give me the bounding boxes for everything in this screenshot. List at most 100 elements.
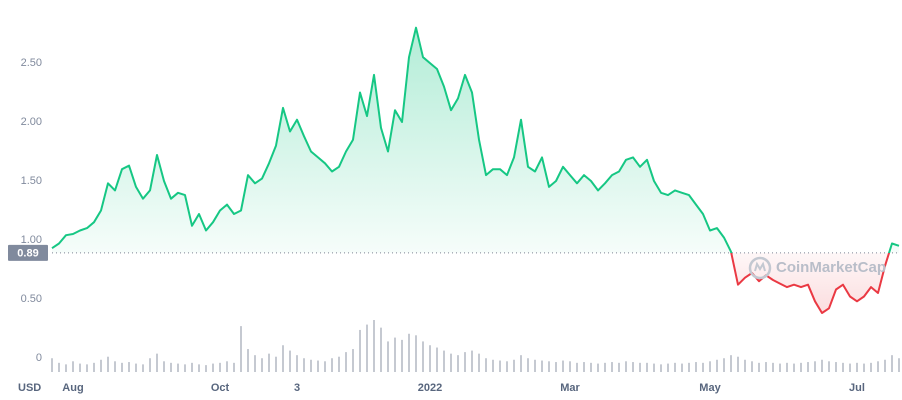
volume-bar [128, 362, 130, 372]
volume-bar [198, 364, 200, 372]
volume-bar [72, 361, 74, 372]
volume-bar [135, 363, 137, 372]
volume-bar [268, 353, 270, 372]
volume-bar [506, 361, 508, 372]
volume-bar [226, 361, 228, 372]
volume-bar [583, 362, 585, 372]
volume-bar [177, 363, 179, 372]
x-tick-label: 3 [294, 382, 300, 394]
volume-bar [534, 359, 536, 372]
x-tick-label: Aug [62, 382, 83, 394]
volume-bar [499, 360, 501, 372]
volume-bar [639, 362, 641, 372]
volume-bar [401, 339, 403, 372]
volume-bar [436, 347, 438, 372]
volume-bar [569, 361, 571, 372]
volume-bar [835, 362, 837, 372]
volume-bar [79, 363, 81, 372]
volume-bar [352, 349, 354, 372]
volume-bar [191, 362, 193, 372]
volume-bar [303, 358, 305, 372]
volume-bar [856, 362, 858, 372]
volume-bar [814, 361, 816, 372]
volume-bar [695, 362, 697, 372]
volume-bar [527, 358, 529, 372]
volume-bar [338, 356, 340, 372]
volume-bar [331, 358, 333, 372]
volume-bar [653, 363, 655, 372]
y-tick-label: 1.50 [21, 175, 42, 187]
volume-bar [345, 352, 347, 372]
volume-bar [240, 326, 242, 372]
volume-bar [611, 362, 613, 372]
currency-label: USD [18, 382, 41, 394]
x-tick-label: 2022 [418, 382, 442, 394]
volume-bar [86, 364, 88, 372]
volume-bar [310, 359, 312, 372]
baseline-label: 0.89 [17, 247, 38, 259]
volume-bar [219, 362, 221, 372]
volume-bar [737, 356, 739, 372]
volume-bar [870, 362, 872, 372]
volume-bar [65, 364, 67, 372]
volume-bar [604, 362, 606, 372]
volume-bar [520, 355, 522, 372]
volume-bar [156, 353, 158, 372]
volume-bar [632, 362, 634, 372]
volume-bar [282, 345, 284, 372]
volume-bar [898, 358, 900, 372]
baseline-box [8, 244, 48, 261]
volume-bar [457, 355, 459, 372]
volume-bar [758, 362, 760, 372]
price-line [51, 26, 900, 314]
volume-bar [471, 350, 473, 372]
watermark-logo-mark [754, 261, 766, 272]
volume-bar [667, 363, 669, 372]
volume-bar [716, 359, 718, 372]
x-tick-label: Jul [849, 382, 865, 394]
volume-bar [863, 363, 865, 372]
volume-bar [450, 353, 452, 372]
volume-bar [793, 363, 795, 372]
watermark: CoinMarketCap [776, 259, 886, 276]
volume-bar [289, 350, 291, 372]
volume-bar [492, 359, 494, 372]
volume-bar [821, 359, 823, 372]
volume-bar [674, 362, 676, 372]
volume-bar [149, 358, 151, 372]
volume-bar [422, 341, 424, 372]
volume-bar [247, 349, 249, 372]
volume-bar [121, 362, 123, 372]
volume-bar [261, 358, 263, 372]
volume-bar [828, 361, 830, 372]
volume-bar [359, 329, 361, 372]
volume-bar [807, 362, 809, 372]
volume-bar [702, 362, 704, 372]
volume-bar [478, 353, 480, 372]
volume-bar [765, 362, 767, 372]
volume-bar [849, 363, 851, 372]
volume-bar [212, 363, 214, 372]
volume-bar [254, 355, 256, 372]
volume-bar [233, 362, 235, 372]
volume-bar [779, 363, 781, 372]
y-tick-label: 2.50 [21, 57, 42, 69]
volume-bar [394, 337, 396, 372]
volume-bar [590, 362, 592, 372]
volume-bar [548, 361, 550, 372]
area-fill [52, 27, 899, 313]
volume-bar [513, 359, 515, 372]
volume-bar [646, 362, 648, 372]
volume-bar [562, 360, 564, 372]
volume-bar [688, 362, 690, 372]
volume-bar [730, 355, 732, 372]
y-tick-label: 1.00 [21, 234, 42, 246]
y-tick-label: 0.50 [21, 293, 42, 305]
volume-bar [751, 361, 753, 372]
y-tick-label: 0 [36, 352, 42, 364]
volume-bar [681, 363, 683, 372]
volume-bar [800, 362, 802, 372]
volume-bar [884, 359, 886, 372]
volume-bar [100, 359, 102, 372]
